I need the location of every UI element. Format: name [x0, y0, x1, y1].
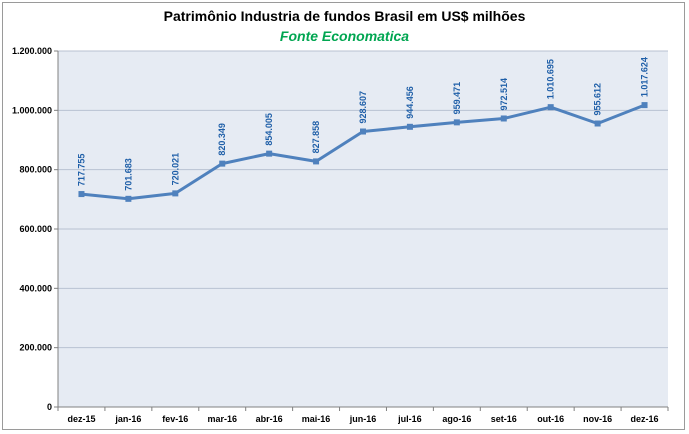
- y-tick-label: 600.000: [19, 224, 52, 234]
- data-label: 972.514: [499, 78, 509, 111]
- data-point: [360, 128, 366, 135]
- y-tick-label: 400.000: [19, 283, 52, 293]
- y-tick-label: 1.200.000: [12, 46, 52, 56]
- data-point: [219, 160, 226, 167]
- y-tick-label: 1.000.000: [12, 105, 52, 115]
- data-label: 701.683: [123, 158, 133, 191]
- x-tick-label: dez-15: [67, 414, 95, 424]
- data-label: 955.612: [593, 83, 603, 116]
- data-label: 928.607: [358, 91, 368, 124]
- data-label: 1.010.695: [546, 59, 556, 99]
- x-tick-label: nov-16: [583, 414, 612, 424]
- y-tick-label: 800.000: [19, 165, 52, 175]
- data-label: 720.021: [170, 153, 180, 186]
- data-point: [172, 190, 179, 197]
- data-point: [547, 104, 554, 111]
- data-point: [641, 102, 648, 109]
- x-tick-label: dez-16: [631, 414, 659, 424]
- x-tick-label: jan-16: [114, 414, 141, 424]
- y-axis-ticks: 0 200.000 400.000 600.000 800.000 1.000.000 1.…: [12, 46, 58, 412]
- data-label: 1.017.624: [640, 57, 650, 97]
- data-markers: [78, 102, 648, 202]
- data-point: [78, 191, 85, 198]
- gridlines: [58, 50, 668, 349]
- x-tick-label: ago-16: [442, 414, 471, 424]
- x-tick-label: jun-16: [349, 414, 377, 424]
- data-point: [594, 120, 601, 127]
- data-label: 854.005: [264, 113, 274, 146]
- data-point: [313, 158, 320, 165]
- x-tick-label: mai-16: [302, 414, 331, 424]
- data-label: 820.349: [217, 123, 227, 156]
- x-tick-label: abr-16: [256, 414, 283, 424]
- x-tick-label: set-16: [491, 414, 517, 424]
- data-point: [453, 119, 460, 126]
- x-tick-label: mar-16: [207, 414, 237, 424]
- y-tick-label: 0: [47, 402, 52, 412]
- data-labels: 717.755 701.683 720.021 820.349 854.005 827.8…: [77, 57, 650, 191]
- data-point: [500, 115, 507, 122]
- data-label: 717.755: [77, 154, 87, 187]
- x-tick-label: jul-16: [397, 414, 422, 424]
- data-label: 959.471: [452, 82, 462, 115]
- y-tick-label: 200.000: [19, 343, 52, 353]
- data-point: [125, 195, 132, 202]
- chart-title: Patrimônio Industria de fundos Brasil em…: [163, 8, 526, 24]
- x-tick-label: out-16: [537, 414, 564, 424]
- data-label: 827.858: [311, 121, 321, 154]
- chart-subtitle: Fonte Economatica: [279, 28, 410, 44]
- data-label: 944.456: [405, 86, 415, 119]
- x-axis-ticks: dez-15 jan-16 fev-16 mar-16 abr-16 mai-16 jun-…: [57, 407, 669, 424]
- data-point: [406, 123, 413, 130]
- x-tick-label: fev-16: [162, 414, 188, 424]
- data-point: [266, 150, 273, 157]
